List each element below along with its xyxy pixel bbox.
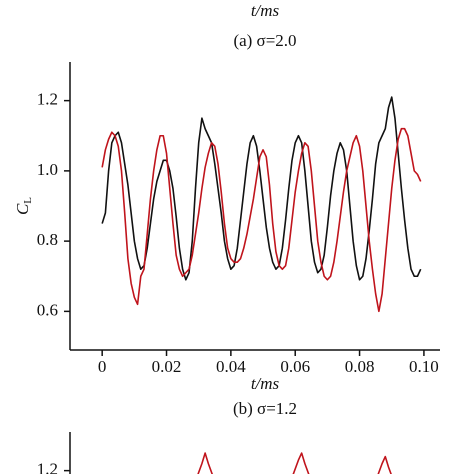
y-tick-label: 1.2 (37, 90, 58, 109)
y-tick-label: 0.6 (37, 300, 58, 319)
x-tick-label: 0.04 (216, 357, 246, 376)
x-tick-label: 0.06 (280, 357, 310, 376)
x-tick-label: 0.08 (345, 357, 375, 376)
caption: (a) σ=2.0 (233, 31, 296, 50)
y-tick-label: 0.8 (37, 230, 58, 249)
data-line (197, 452, 392, 474)
data-line (101, 96, 422, 281)
x-tick-label: 0.02 (152, 357, 182, 376)
y-axis-label-subscript: L (22, 197, 34, 204)
y-tick-label: 1.0 (37, 160, 58, 179)
y-axis-label: CL (13, 197, 34, 215)
data-line (101, 127, 422, 313)
y-axis-label-main: C (13, 203, 32, 215)
y-tick-label: 1.2 (37, 460, 58, 474)
x-axis-label: t/ms (251, 374, 280, 393)
x-tick-label: 0 (98, 357, 107, 376)
x-axis-label: t/ms (251, 1, 280, 20)
x-tick-label: 0.10 (409, 357, 439, 376)
caption: (b) σ=1.2 (233, 399, 297, 418)
